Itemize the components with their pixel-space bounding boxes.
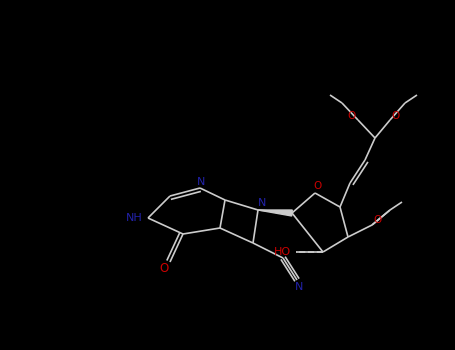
Text: O: O — [159, 262, 169, 275]
Text: NH: NH — [126, 213, 142, 223]
Text: N: N — [197, 177, 205, 187]
Text: HO: HO — [273, 247, 291, 257]
Text: O: O — [348, 111, 356, 121]
Text: O: O — [392, 111, 400, 121]
Text: N: N — [295, 282, 303, 292]
Polygon shape — [258, 210, 292, 216]
Text: O: O — [374, 215, 382, 225]
Text: N: N — [258, 198, 266, 208]
Text: O: O — [313, 181, 321, 191]
